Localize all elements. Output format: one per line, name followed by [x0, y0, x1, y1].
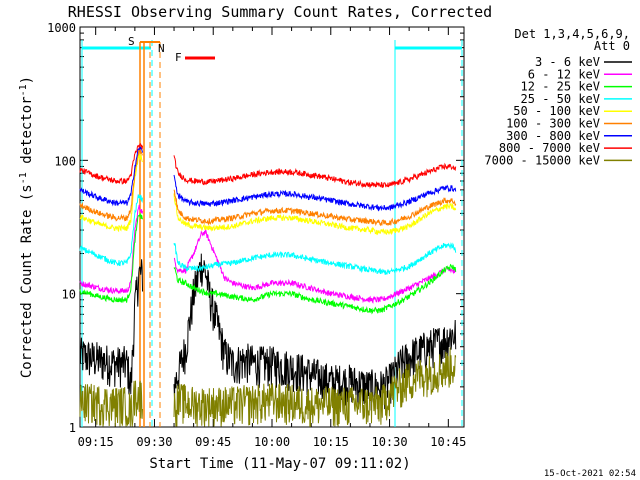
legend-label: 7000 - 15000 keV — [484, 153, 600, 167]
series-line-8 — [79, 347, 457, 427]
legend-label: 100 - 300 keV — [506, 117, 600, 131]
legend-label: 12 - 25 keV — [521, 80, 600, 94]
series-line-1 — [79, 204, 457, 304]
annotation-n: N — [158, 42, 165, 55]
annotation-s: S — [128, 35, 135, 48]
y-tick-label: 1000 — [47, 21, 76, 35]
y-tick-label: 10 — [62, 288, 76, 302]
legend-label: 6 - 12 keV — [528, 67, 600, 81]
x-tick-label: 09:45 — [195, 435, 231, 449]
series-line-5 — [79, 148, 457, 227]
legend-label: 50 - 100 keV — [513, 104, 600, 118]
series-line-0 — [79, 253, 457, 411]
legend-label: 3 - 6 keV — [535, 55, 600, 69]
x-tick-label: 09:15 — [78, 435, 114, 449]
legend-header-2: Att 0 — [594, 39, 630, 53]
chart-title: RHESSI Observing Summary Count Rates, Co… — [68, 3, 492, 21]
series-line-4 — [79, 153, 457, 236]
legend-header-1: Det 1,3,4,5,6,9, — [514, 27, 630, 41]
series-line-7 — [79, 142, 457, 189]
legend-label: 300 - 800 keV — [506, 129, 600, 143]
x-axis-label: Start Time (11-May-07 09:11:02) — [149, 456, 410, 472]
timestamp: 15-Oct-2021 02:54 — [544, 469, 636, 479]
y-tick-label: 100 — [54, 154, 76, 168]
x-tick-labels: 09:15 09:30 09:45 10:00 10:15 10:30 10:45 — [78, 435, 467, 449]
y-axis-label-main: Corrected Count Rate (s — [19, 184, 35, 378]
x-tick-label: 10:45 — [430, 435, 466, 449]
legend-label: 25 - 50 keV — [521, 92, 600, 106]
y-axis-label-exponent-2: -1 — [18, 84, 29, 96]
event-markers: S NF — [81, 35, 463, 427]
legend-label: 800 - 7000 keV — [499, 141, 600, 155]
series-line-2 — [79, 213, 457, 315]
x-tick-label: 10:15 — [313, 435, 349, 449]
y-axis-label: Corrected Count Rate (s-1 detector-1) — [18, 76, 35, 378]
x-tick-label: 10:30 — [371, 435, 407, 449]
y-axis-label-mid: detector — [19, 96, 35, 172]
y-axis-label-exponent-1: -1 — [18, 172, 29, 184]
data-series — [79, 142, 457, 427]
x-tick-label: 10:00 — [254, 435, 290, 449]
series-line-6 — [79, 146, 457, 212]
y-tick-label: 1 — [69, 421, 76, 435]
annotation-f: F — [175, 51, 182, 64]
x-tick-label: 09:30 — [136, 435, 172, 449]
y-tick-labels: 1 10 100 1000 — [47, 21, 76, 435]
series-line-3 — [79, 194, 457, 275]
y-axis-label-end: ) — [19, 76, 35, 84]
